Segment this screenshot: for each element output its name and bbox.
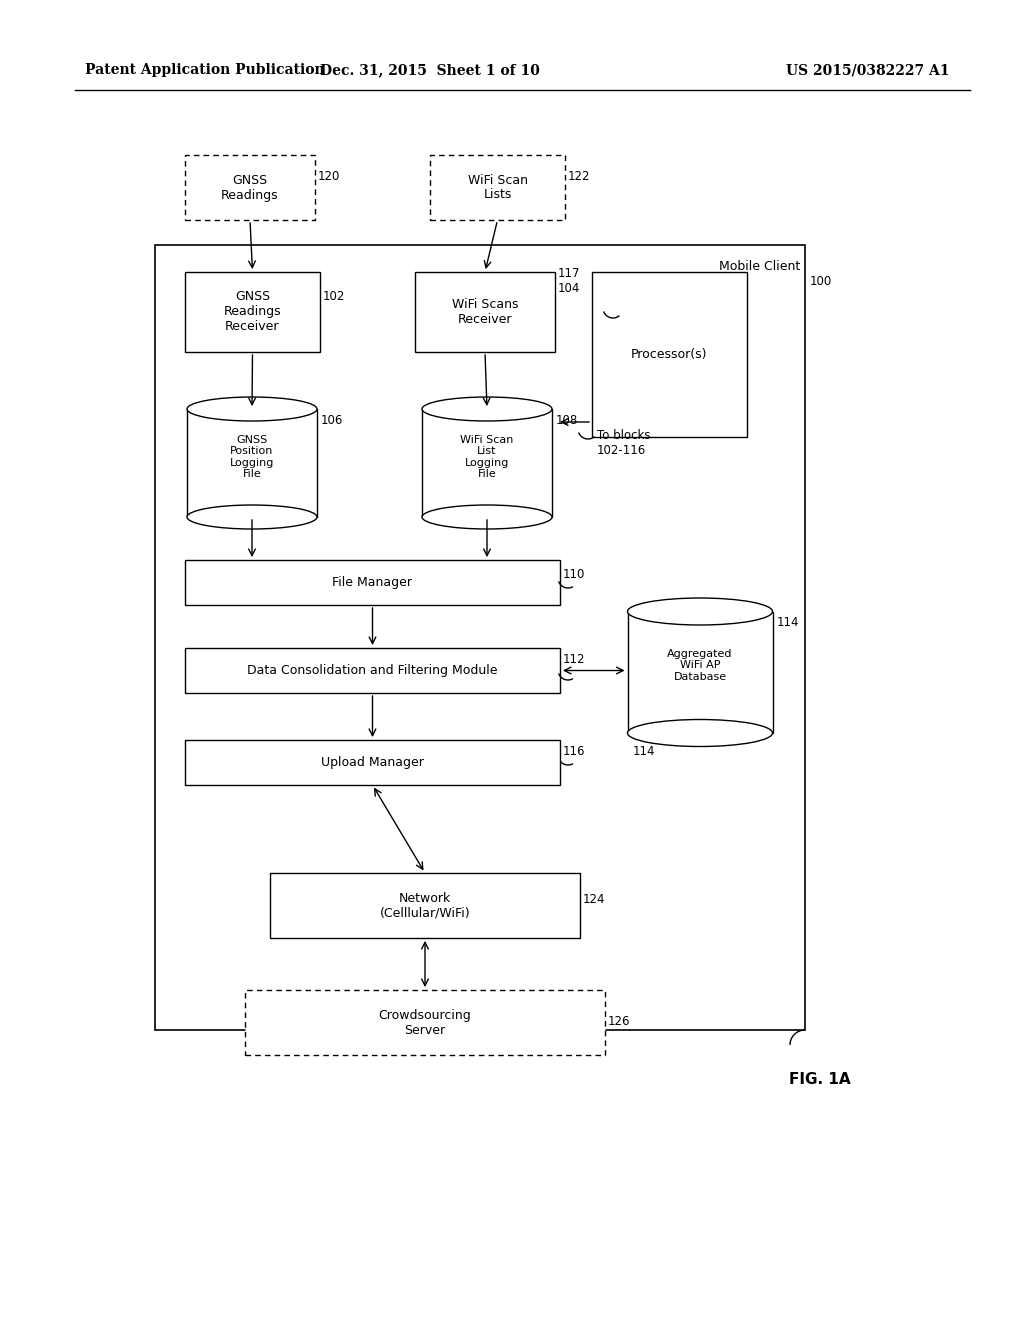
Bar bbox=[430, 154, 565, 220]
Text: US 2015/0382227 A1: US 2015/0382227 A1 bbox=[786, 63, 950, 77]
Ellipse shape bbox=[187, 506, 317, 529]
Text: GNSS
Position
Logging
File: GNSS Position Logging File bbox=[229, 434, 274, 479]
Text: 126: 126 bbox=[608, 1015, 631, 1028]
Text: To blocks
102-116: To blocks 102-116 bbox=[597, 429, 650, 457]
Text: 122: 122 bbox=[568, 170, 591, 183]
Text: 102: 102 bbox=[323, 290, 345, 304]
Text: GNSS
Readings
Receiver: GNSS Readings Receiver bbox=[223, 290, 282, 334]
Text: 100: 100 bbox=[810, 275, 833, 288]
Text: 124: 124 bbox=[583, 894, 605, 906]
Text: Network
(Celllular/WiFi): Network (Celllular/WiFi) bbox=[380, 891, 470, 920]
Text: 120: 120 bbox=[318, 170, 340, 183]
Text: Upload Manager: Upload Manager bbox=[322, 756, 424, 770]
Text: Dec. 31, 2015  Sheet 1 of 10: Dec. 31, 2015 Sheet 1 of 10 bbox=[321, 63, 540, 77]
Text: 116: 116 bbox=[563, 744, 586, 758]
Bar bbox=[592, 272, 746, 437]
Text: 112: 112 bbox=[563, 653, 586, 667]
Bar bbox=[185, 272, 319, 352]
Bar bbox=[422, 409, 552, 517]
Text: 104: 104 bbox=[558, 282, 581, 294]
Text: Aggregated
WiFi AP
Database: Aggregated WiFi AP Database bbox=[668, 649, 733, 682]
Ellipse shape bbox=[628, 598, 772, 624]
Bar bbox=[185, 648, 560, 693]
Text: 110: 110 bbox=[563, 568, 586, 581]
Bar bbox=[185, 741, 560, 785]
Text: 117: 117 bbox=[558, 267, 581, 280]
Text: 114: 114 bbox=[633, 744, 655, 758]
Text: Crowdsourcing
Server: Crowdsourcing Server bbox=[379, 1008, 471, 1036]
Text: GNSS
Readings: GNSS Readings bbox=[221, 173, 279, 202]
Text: WiFi Scans
Receiver: WiFi Scans Receiver bbox=[452, 298, 518, 326]
Ellipse shape bbox=[422, 506, 552, 529]
Text: Data Consolidation and Filtering Module: Data Consolidation and Filtering Module bbox=[247, 664, 498, 677]
Text: 114: 114 bbox=[776, 616, 799, 630]
Bar bbox=[628, 611, 772, 733]
Bar bbox=[185, 560, 560, 605]
Ellipse shape bbox=[628, 719, 772, 747]
Text: WiFi Scan
Lists: WiFi Scan Lists bbox=[468, 173, 527, 202]
Bar bbox=[185, 154, 315, 220]
Bar bbox=[270, 873, 580, 939]
Text: File Manager: File Manager bbox=[333, 576, 413, 589]
Bar bbox=[155, 246, 805, 1030]
Ellipse shape bbox=[422, 397, 552, 421]
Ellipse shape bbox=[187, 397, 317, 421]
Text: Mobile Client: Mobile Client bbox=[719, 260, 800, 273]
Text: Processor(s): Processor(s) bbox=[631, 348, 708, 360]
Text: 106: 106 bbox=[321, 414, 343, 426]
Text: 108: 108 bbox=[556, 414, 579, 426]
Text: FIG. 1A: FIG. 1A bbox=[790, 1072, 851, 1088]
Bar bbox=[245, 990, 605, 1055]
Text: Patent Application Publication: Patent Application Publication bbox=[85, 63, 325, 77]
Text: WiFi Scan
List
Logging
File: WiFi Scan List Logging File bbox=[461, 434, 514, 479]
Bar bbox=[415, 272, 555, 352]
Bar bbox=[187, 409, 317, 517]
